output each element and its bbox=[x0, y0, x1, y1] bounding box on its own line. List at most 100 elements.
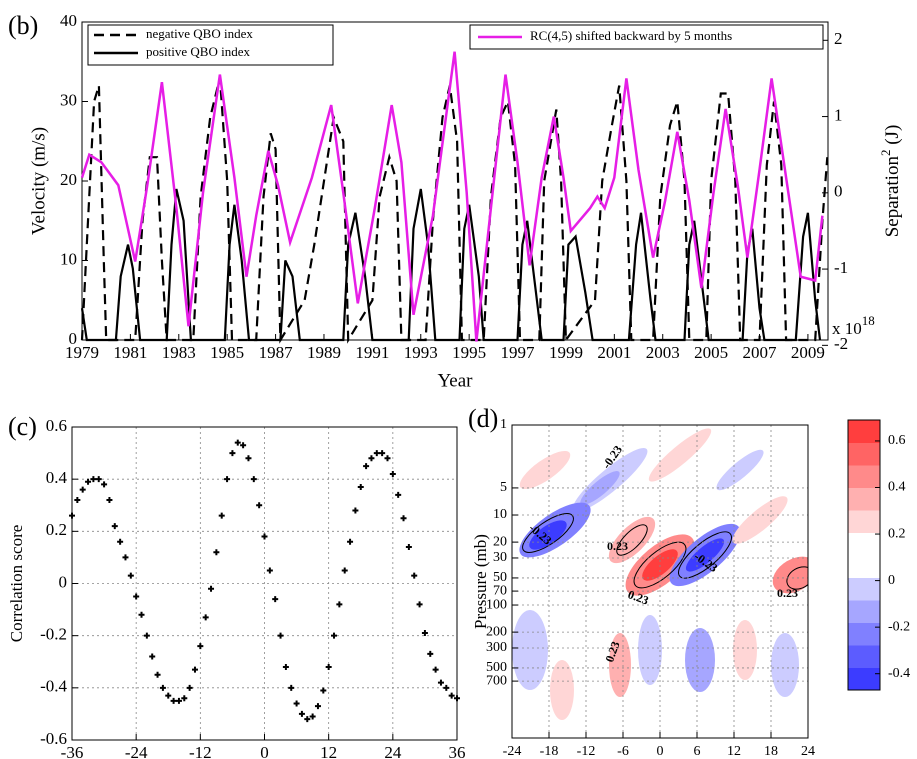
panel-label: (b) bbox=[8, 11, 38, 40]
point bbox=[90, 476, 97, 483]
y-axis-label: Velocity (m/s) bbox=[28, 127, 49, 235]
colorbar-swatch bbox=[848, 420, 880, 443]
point bbox=[443, 684, 450, 691]
point bbox=[277, 632, 284, 639]
x-tick-label: -24 bbox=[503, 744, 522, 759]
x-tick-label: -18 bbox=[540, 744, 559, 759]
point bbox=[298, 710, 305, 717]
point bbox=[138, 611, 145, 618]
contour-label: 0.23 bbox=[607, 539, 628, 553]
legend-box bbox=[469, 24, 824, 50]
colorbar-swatch bbox=[848, 622, 880, 646]
series-line bbox=[80, 51, 824, 342]
colorbar-tick-label: -0.4 bbox=[888, 666, 910, 681]
x-tick-label: 6 bbox=[694, 744, 701, 759]
point bbox=[234, 439, 241, 446]
point bbox=[309, 713, 316, 720]
y-tick-label: 10 bbox=[493, 507, 507, 522]
point bbox=[197, 643, 204, 650]
contour-field bbox=[512, 428, 808, 720]
x-tick-label: 1991 bbox=[355, 343, 389, 362]
legend-box bbox=[87, 24, 334, 66]
x-tick-label: 12 bbox=[727, 744, 741, 759]
y-tick-label: -0.4 bbox=[40, 677, 67, 696]
x-tick-label: 1997 bbox=[501, 343, 536, 362]
y-tick-label: 10 bbox=[60, 249, 77, 268]
x-tick-label: -6 bbox=[617, 744, 629, 759]
x-tick-label: 0 bbox=[260, 743, 269, 759]
colorbar-swatch bbox=[848, 577, 880, 601]
point bbox=[352, 507, 359, 514]
point bbox=[224, 476, 231, 483]
point bbox=[74, 497, 81, 504]
x-tick-label: -24 bbox=[125, 743, 148, 759]
point bbox=[191, 666, 198, 673]
y2-tick-label: 1 bbox=[834, 105, 843, 124]
y-tick-label: -0.2 bbox=[40, 625, 67, 644]
y2-tick-label: 2 bbox=[834, 29, 843, 48]
series-line bbox=[80, 77, 829, 344]
y-tick-label: 0.6 bbox=[46, 416, 67, 435]
point bbox=[127, 572, 134, 579]
y-tick-label: 1 bbox=[500, 417, 507, 432]
y-tick-label: 5 bbox=[500, 480, 507, 495]
point bbox=[149, 653, 156, 660]
y-tick-label: 0 bbox=[59, 572, 68, 591]
point bbox=[266, 567, 273, 574]
point bbox=[256, 502, 263, 509]
point bbox=[341, 567, 348, 574]
point bbox=[454, 695, 460, 702]
point bbox=[336, 601, 343, 608]
y-tick-label: 200 bbox=[486, 624, 507, 639]
y-tick-label: 30 bbox=[493, 550, 507, 565]
point bbox=[154, 671, 161, 678]
colorbar-tick-label: 0.4 bbox=[888, 480, 906, 495]
point bbox=[208, 585, 215, 592]
point bbox=[304, 716, 311, 723]
point bbox=[133, 593, 140, 600]
x-tick-label: 1989 bbox=[307, 343, 341, 362]
x-tick-label: 1993 bbox=[404, 343, 438, 362]
colorbar-swatch bbox=[848, 667, 880, 691]
colorbar-frame bbox=[847, 419, 881, 691]
point bbox=[272, 596, 279, 603]
point bbox=[95, 476, 102, 483]
y-tick-label: 500 bbox=[486, 660, 507, 675]
point bbox=[186, 684, 193, 691]
colorbar-swatch bbox=[848, 645, 880, 668]
point bbox=[111, 523, 118, 530]
point bbox=[159, 684, 166, 691]
x-tick-label: 1983 bbox=[162, 343, 196, 362]
point bbox=[282, 663, 289, 670]
point bbox=[181, 695, 188, 702]
x-axis-label: Year bbox=[437, 370, 473, 391]
y2-tick-label: -2 bbox=[834, 334, 848, 353]
point bbox=[69, 512, 75, 519]
legend-label: positive QBO index bbox=[146, 44, 250, 59]
y-tick-label: 0.4 bbox=[46, 468, 68, 487]
y-tick-label: 40 bbox=[60, 11, 77, 30]
point bbox=[320, 687, 327, 694]
point bbox=[363, 463, 370, 470]
x-tick-label: 0 bbox=[657, 744, 664, 759]
point bbox=[101, 481, 108, 488]
colorbar-swatch bbox=[848, 600, 880, 623]
point bbox=[261, 533, 268, 540]
plot-area bbox=[71, 426, 458, 741]
colorbar-swatch bbox=[848, 442, 880, 466]
y-tick-label: 50 bbox=[493, 570, 507, 585]
y-tick-label: 70 bbox=[493, 583, 507, 598]
point bbox=[106, 497, 113, 504]
y-tick-label: 20 bbox=[493, 534, 507, 549]
exponent-label: x 1018 bbox=[832, 313, 875, 338]
point bbox=[202, 614, 209, 621]
x-tick-label: 1979 bbox=[65, 343, 99, 362]
point bbox=[421, 630, 428, 637]
point bbox=[143, 632, 150, 639]
point bbox=[416, 601, 423, 608]
contour-label: 0.23 bbox=[777, 586, 798, 600]
point bbox=[314, 703, 321, 710]
point bbox=[165, 692, 172, 699]
colorbar-tick-label: 0 bbox=[888, 573, 895, 588]
point bbox=[85, 478, 92, 485]
